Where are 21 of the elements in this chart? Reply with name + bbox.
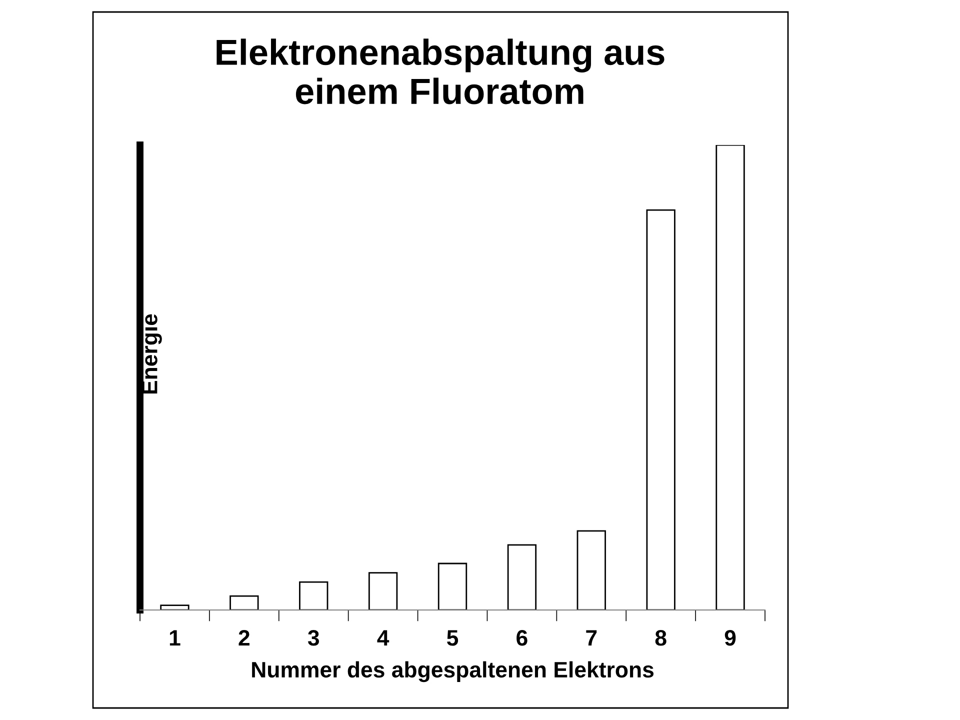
bar [160,604,190,610]
x-axis-title: Nummer des abgespaltenen Elektrons [252,661,654,682]
bar [299,581,328,610]
x-tick-label: 8 [655,630,666,646]
chart-title: Elektronenabspaltung aus einem Fluoratom [216,38,664,104]
x-tick-label: 2 [238,630,250,646]
x-tick-label: 4 [377,630,390,646]
x-tick-label: 3 [308,630,319,646]
bar [716,145,745,610]
bar [368,572,398,610]
x-tick-label: 5 [447,630,458,646]
x-tick-label: 7 [586,630,597,646]
bar [507,544,537,610]
bar [230,595,259,610]
x-tick-label: 6 [516,630,528,646]
x-tick-label: 1 [170,630,180,646]
x-tick-label: 9 [724,630,736,646]
y-axis-title: Energie [141,314,162,394]
bar [438,562,468,610]
bar [646,209,676,610]
bar [576,530,606,610]
